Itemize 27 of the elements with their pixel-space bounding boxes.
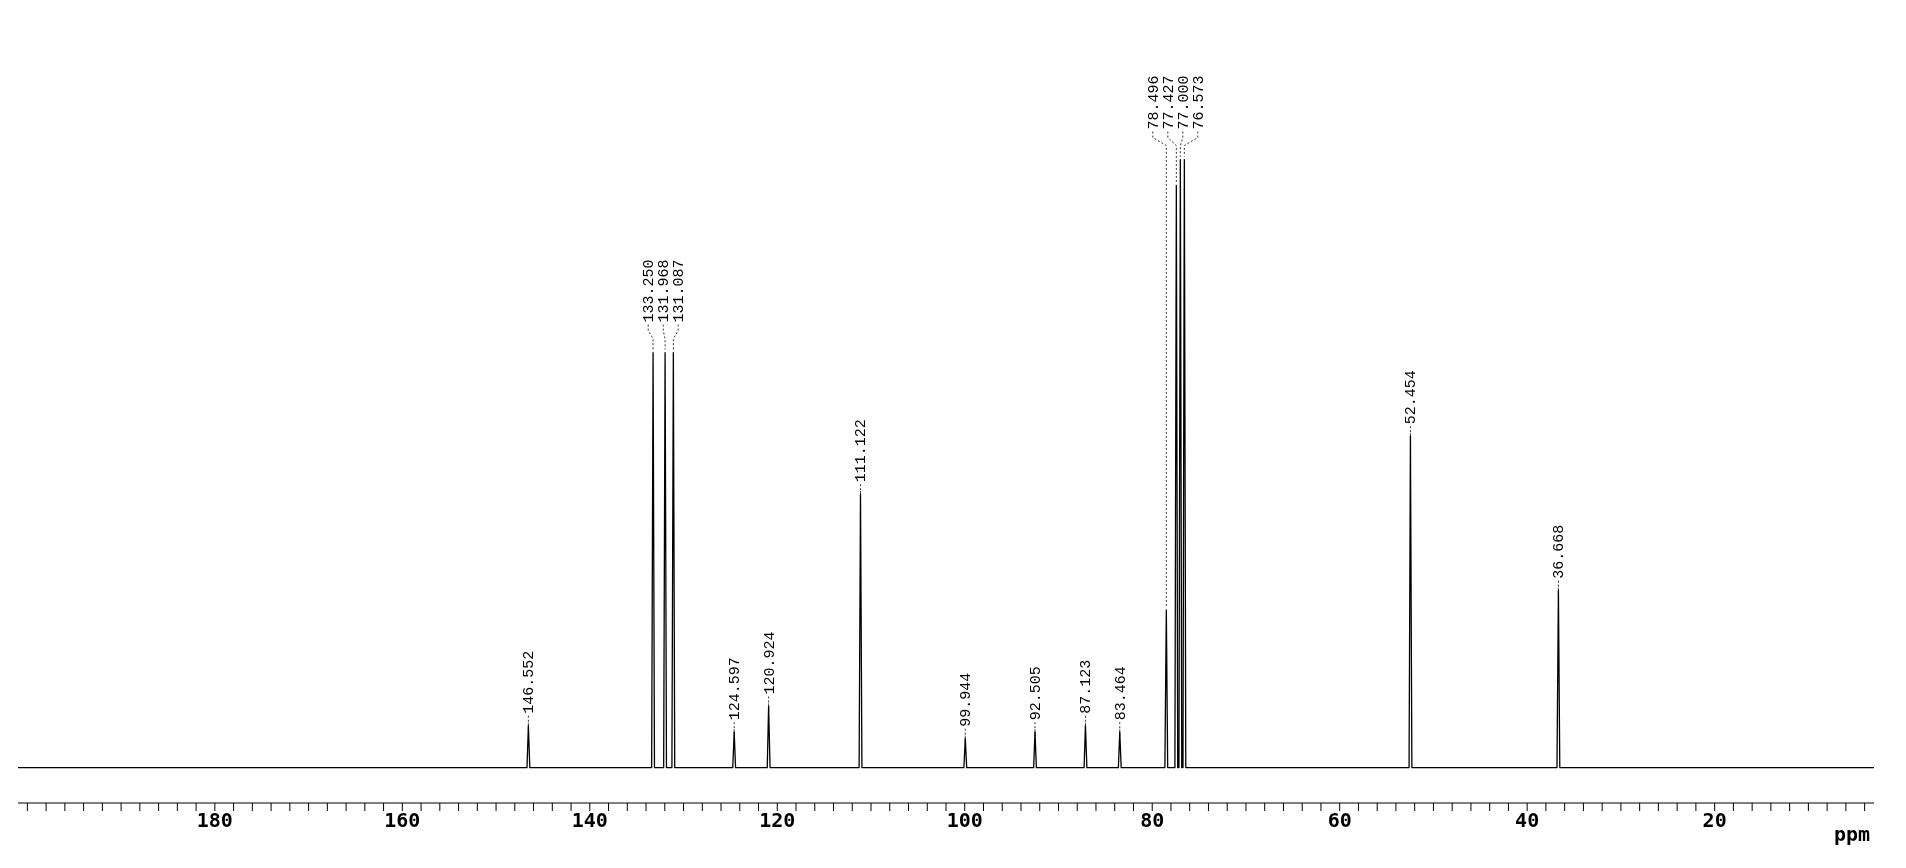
annotation: 36.668 <box>1551 524 1569 579</box>
annotation: 92.505 <box>1028 666 1045 721</box>
annotation: 111.122 <box>853 419 871 483</box>
annotation: 83.464 <box>1112 666 1130 721</box>
annotation: 146.552 <box>521 650 539 714</box>
x-tick-label: 40 <box>1515 808 1540 833</box>
annotation: 77.427 <box>1160 75 1178 130</box>
x-tick-label: 160 <box>384 808 421 833</box>
x-tick-label: 80 <box>1140 808 1165 833</box>
x-tick-label: 120 <box>759 808 796 833</box>
annotation: 99.944 <box>958 672 976 727</box>
annotation: 120.924 <box>761 631 779 695</box>
annotation: 133.250 <box>641 259 659 323</box>
x-tick-label: 140 <box>571 808 608 833</box>
annotation: 76.573 <box>1190 75 1208 130</box>
annotation: 131.087 <box>671 259 689 323</box>
x-tick-label: 100 <box>946 808 983 833</box>
x-axis-title: ppm <box>1833 822 1870 846</box>
annotation: 131.968 <box>656 259 674 323</box>
x-tick-label: 180 <box>196 808 233 833</box>
annotation: 87.123 <box>1078 659 1096 714</box>
annotation: 77.000 <box>1175 75 1193 130</box>
annotation: 52.454 <box>1403 370 1421 425</box>
x-tick-label: 60 <box>1327 808 1352 833</box>
x-tick-label: 20 <box>1702 808 1727 833</box>
annotation: 78.496 <box>1145 75 1163 130</box>
annotation: 124.597 <box>727 657 745 721</box>
